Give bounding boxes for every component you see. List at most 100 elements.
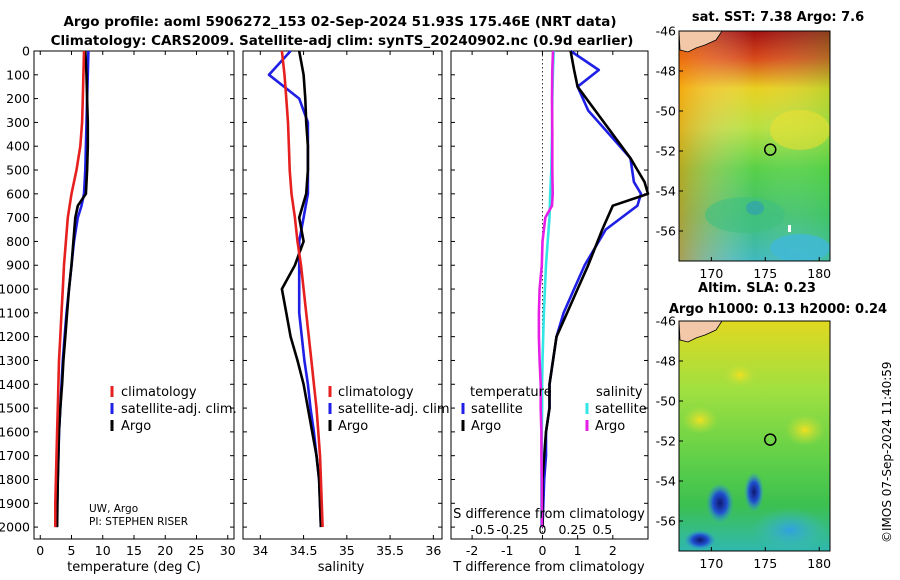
- sla-cyan-eddy: [752, 508, 828, 551]
- sst-cold-spot: [746, 201, 764, 215]
- difference-series-t-argo: [541, 50, 650, 528]
- depth-tick-label-9: 900: [6, 258, 30, 273]
- depth-tick-label-1: 100: [6, 67, 30, 82]
- sla-blue-eddy-3: [684, 530, 716, 550]
- sst-xtick-label-2: 180: [807, 266, 831, 281]
- temperature-xtick-label-2: 10: [95, 543, 111, 558]
- salinity-xtick-label-2: 35: [339, 543, 355, 558]
- sst-argo-position-marker: [763, 143, 777, 156]
- sla-blue-eddy-2: [744, 472, 764, 512]
- diff-legend-s-argo: Argo: [595, 419, 625, 434]
- temperature-xlabel: temperature (deg C): [67, 560, 201, 575]
- depth-tick-label-19: 1900: [0, 496, 30, 511]
- sst-xtick-label-1: 175: [753, 266, 777, 281]
- pi-annotation-line2: PI: STEPHEN RISER: [89, 516, 188, 528]
- temperature-legend-climatology: climatology: [121, 385, 197, 400]
- sla-xtick-label-1: 175: [753, 556, 777, 571]
- salinity-xtick-label-1: 34.5: [290, 543, 318, 558]
- temperature-plot-frame: [33, 50, 235, 540]
- diff-legend-t-argo: Argo: [471, 419, 501, 434]
- depth-tick-label-13: 1300: [0, 353, 30, 368]
- sla-map-title: Altim. SLA: 0.23: [698, 281, 816, 296]
- sla-xtick-label-0: 170: [699, 556, 723, 571]
- salinity-xtick-label-4: 36: [425, 543, 441, 558]
- depth-tick-label-15: 1500: [0, 401, 30, 416]
- temperature-xtick-label-5: 25: [189, 543, 205, 558]
- sla-ytick-label-0: -46: [656, 314, 676, 329]
- salinity-series-climatology: [280, 50, 324, 528]
- sla-ytick-label-5: -56: [656, 514, 676, 529]
- difference-series-s-argo: [537, 50, 555, 528]
- salinity-plot-frame: [242, 50, 443, 540]
- depth-tick-label-20: 2000: [0, 520, 30, 535]
- imos-credit: ©IMOS 07-Sep-2024 11:40:59: [880, 361, 894, 543]
- depth-tick-label-18: 1800: [0, 472, 30, 487]
- temperature-series-climatology: [53, 50, 86, 528]
- temperature-legend-satellite: satellite-adj. clim.: [121, 402, 237, 417]
- sst-cold-patch: [770, 234, 830, 261]
- s-difference-xlabel: S difference from climatology: [453, 507, 645, 522]
- sst-map-frame: [678, 30, 831, 262]
- temperature-series-argo: [55, 50, 90, 528]
- salinity-legend-argo: Argo: [338, 419, 368, 434]
- depth-tick-label-7: 700: [6, 210, 30, 225]
- temperature-xtick-label-1: 5: [68, 543, 76, 558]
- salinity-legend-climatology: climatology: [338, 385, 414, 400]
- difference-xtick2-label-0: -0.5: [470, 522, 494, 537]
- sla-ytick-label-3: -52: [656, 434, 676, 449]
- depth-tick-label-14: 1400: [0, 377, 30, 392]
- sst-ytick-label-2: -50: [656, 104, 676, 119]
- depth-tick-label-8: 800: [6, 234, 30, 249]
- difference-legend-salinity-title: salinity: [596, 385, 643, 400]
- sla-blue-eddy-1: [706, 483, 734, 523]
- sla-yellow-eddy-2: [785, 414, 825, 446]
- sst-ytick-label-5: -56: [656, 224, 676, 239]
- difference-xtick2-label-1: -0.25: [496, 522, 528, 537]
- sla-yellow-eddy-3: [724, 363, 756, 387]
- sla-ytick-label-2: -50: [656, 394, 676, 409]
- sst-land: [679, 31, 723, 53]
- pi-annotation-line1: UW, Argo: [89, 503, 138, 515]
- sst-map: sat. SST: 7.38 Argo: 7.6 170 175 180 -46 -48…: [656, 10, 865, 281]
- sla-land: [679, 321, 723, 343]
- depth-tick-label-6: 600: [6, 186, 30, 201]
- difference-xtick-label-1: -1: [501, 543, 513, 558]
- sst-ytick-label-4: -54: [656, 184, 676, 199]
- salinity-xlabel: salinity: [318, 560, 365, 575]
- sla-xtick-label-2: 180: [807, 556, 831, 571]
- sst-ytick-label-0: -46: [656, 24, 676, 39]
- sla-map-subtitle: Argo h1000: 0.13 h2000: 0.24: [669, 302, 887, 317]
- temperature-xtick-label-6: 30: [220, 543, 236, 558]
- difference-legend: temperature salinity satellite Argo sate…: [461, 385, 647, 434]
- t-difference-xlabel: T difference from climatology: [452, 560, 645, 575]
- difference-xtick-label-2: 0: [538, 543, 546, 558]
- sst-xtick-label-0: 170: [699, 266, 723, 281]
- sla-map-frame: [678, 320, 831, 552]
- difference-legend-temperature-title: temperature: [470, 385, 552, 400]
- difference-xtick2-label-2: 0: [538, 522, 546, 537]
- depth-tick-label-0: 0: [22, 44, 30, 59]
- depth-tick-label-4: 400: [6, 139, 30, 154]
- sst-ytick-label-3: -52: [656, 144, 676, 159]
- depth-tick-label-17: 1700: [0, 448, 30, 463]
- depth-tick-label-11: 1100: [0, 305, 30, 320]
- figure-title-line1: Argo profile: aoml 5906272_153 02-Sep-20…: [63, 14, 616, 30]
- depth-tick-label-10: 1000: [0, 282, 30, 297]
- sla-ytick-label-4: -54: [656, 474, 676, 489]
- salinity-xtick-label-0: 34: [252, 543, 268, 558]
- salinity-legend-satellite: satellite-adj. clim.: [338, 402, 454, 417]
- sla-ytick-label-1: -48: [656, 354, 676, 369]
- sla-yellow-eddy-1: [682, 406, 718, 434]
- salinity-xtick-label-3: 35.5: [376, 543, 404, 558]
- temperature-panel: 0 5 10 15 20 25 30 temperature (deg C) climato…: [33, 50, 237, 575]
- difference-panel: -2 -1 0 1 2 -0.5 -0.25 0 0.25 0.5 S difference f…: [450, 49, 650, 575]
- sla-map: Altim. SLA: 0.23 Argo h1000: 0.13 h2000:…: [656, 281, 888, 571]
- temperature-xtick-label-3: 15: [126, 543, 142, 558]
- salinity-panel: 34 34.5 35 35.5 36 salinity climatology sate…: [242, 50, 454, 575]
- sst-missing-pixel: [788, 225, 791, 232]
- difference-xtick-label-4: 2: [609, 543, 617, 558]
- salinity-legend: climatology satellite-adj. clim. Argo: [328, 385, 454, 434]
- difference-xtick2-label-3: 0.25: [558, 522, 586, 537]
- temperature-xtick-label-4: 20: [157, 543, 173, 558]
